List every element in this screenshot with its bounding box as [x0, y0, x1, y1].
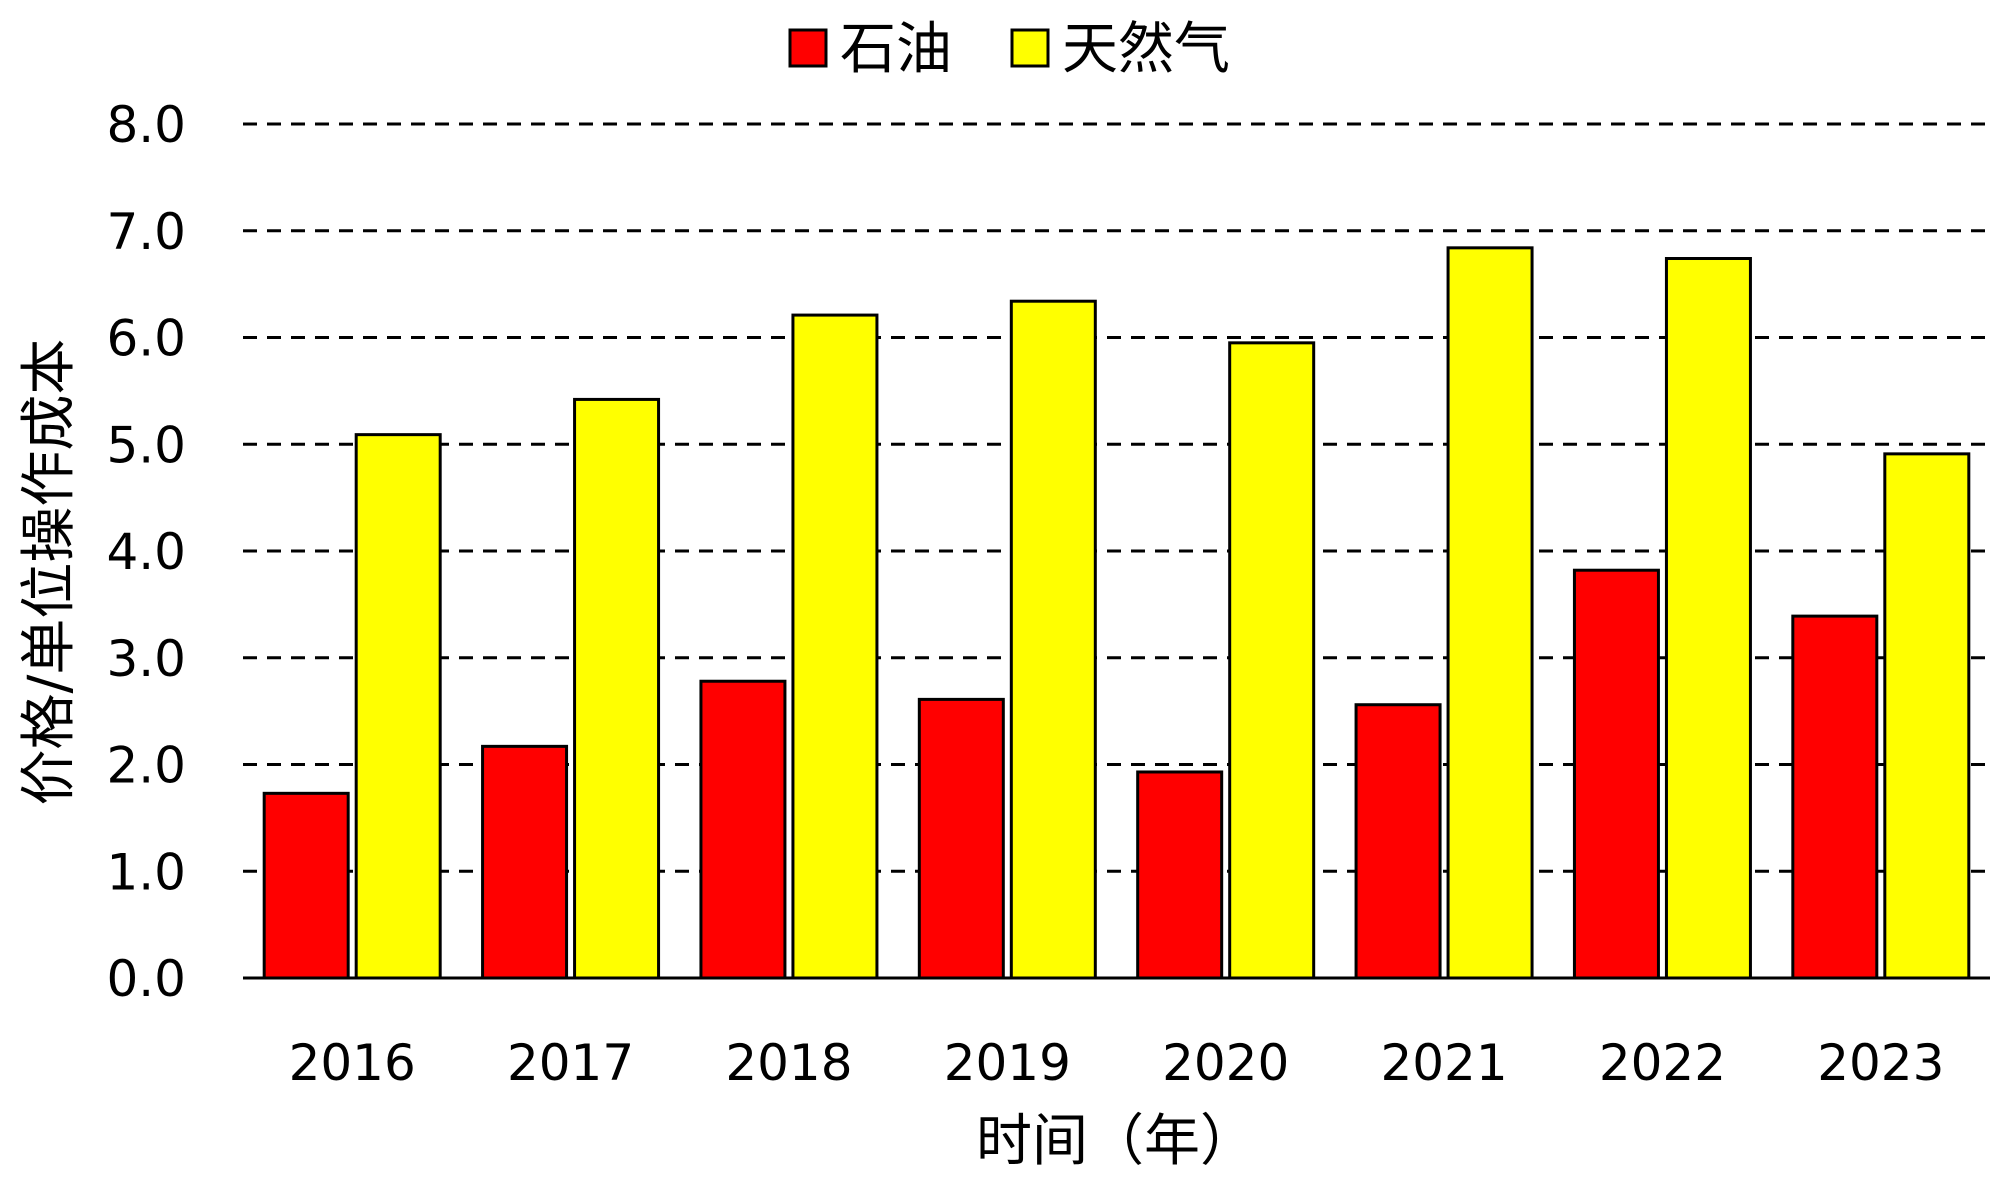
x-axis-ticks: 2016 2017 2018 2019 2020 2021 2022 2023 [289, 1034, 1945, 1092]
bar-oil-2023 [1791, 614, 1879, 980]
y-tick-label: 1.0 [106, 843, 186, 901]
bar-gas-2021 [1446, 246, 1534, 980]
legend-label-gas: 天然气 [1062, 17, 1230, 82]
x-tick-label: 2021 [1380, 1034, 1507, 1092]
y-tick-label: 0.0 [106, 950, 186, 1008]
bar-gas-2018 [791, 313, 879, 980]
x-tick-label: 2018 [725, 1034, 852, 1092]
x-tick-label: 2020 [1162, 1034, 1289, 1092]
x-tick-label: 2023 [1817, 1034, 1944, 1092]
bar-oil-2017 [481, 744, 569, 980]
bar-gas-2022 [1664, 257, 1752, 980]
bar-gas-2017 [573, 397, 661, 980]
x-tick-label: 2022 [1599, 1034, 1726, 1092]
bar-oil-2020 [1136, 770, 1224, 980]
y-tick-label: 6.0 [106, 310, 186, 368]
bar-gas-2023 [1883, 452, 1971, 980]
bar-oil-2019 [917, 697, 1005, 980]
bar-oil-2016 [262, 791, 350, 980]
bar-gas-2019 [1009, 299, 1097, 980]
x-tick-label: 2019 [944, 1034, 1071, 1092]
y-tick-label: 4.0 [106, 523, 186, 581]
y-tick-label: 3.0 [106, 630, 186, 688]
y-axis-ticks: 0.0 1.0 2.0 3.0 4.0 5.0 6.0 7.0 8.0 [106, 96, 186, 1008]
bar-gas-2020 [1228, 341, 1316, 980]
bar-oil-2021 [1354, 703, 1442, 980]
bar-oil-2022 [1572, 568, 1660, 980]
legend: 石油 天然气 [788, 17, 1230, 82]
x-axis-title: 时间（年） [976, 1109, 1256, 1174]
y-tick-label: 5.0 [106, 416, 186, 474]
legend-swatch-gas [1010, 28, 1050, 68]
y-tick-label: 2.0 [106, 737, 186, 795]
x-tick-label: 2017 [507, 1034, 634, 1092]
y-axis-title: 价格/单位操作成本 [17, 339, 82, 806]
x-tick-label: 2016 [289, 1034, 416, 1092]
bars [262, 246, 1971, 980]
bar-gas-2016 [354, 433, 442, 980]
y-tick-label: 8.0 [106, 96, 186, 154]
legend-swatch-oil [788, 28, 828, 68]
bar-oil-2018 [699, 679, 787, 980]
y-tick-label: 7.0 [106, 203, 186, 261]
legend-label-oil: 石油 [840, 17, 952, 82]
